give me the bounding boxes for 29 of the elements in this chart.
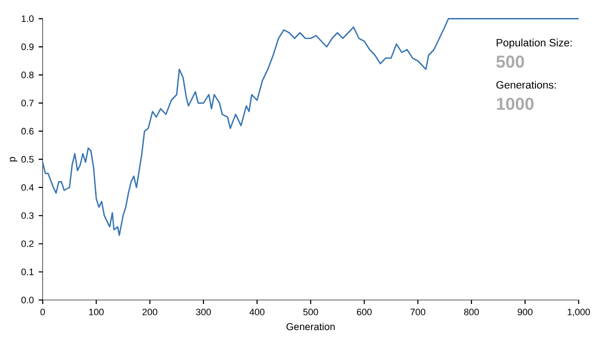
annotation: Generations: — [496, 80, 556, 89]
x-tick-label: 200 — [142, 308, 158, 316]
annotation: 1000 — [496, 98, 534, 110]
y-tick-label: 0.2 — [21, 240, 34, 248]
x-tick-label: 0 — [40, 308, 45, 316]
y-tick-label: 1.0 — [22, 15, 34, 22]
x-tick-label: 1,000 — [568, 308, 590, 316]
y-tick-label: 0.1 — [21, 268, 34, 276]
x-tick-label: 400 — [250, 308, 264, 316]
x-tick-label: 900 — [518, 308, 532, 316]
x-axis-title: Generation — [286, 322, 335, 330]
annotation: 500 — [496, 56, 524, 68]
x-tick-label: 600 — [356, 308, 372, 316]
y-tick-label: 0.9 — [21, 44, 34, 50]
x-tick-label: 500 — [303, 308, 318, 316]
y-tick-label: 0.3 — [21, 212, 34, 219]
annotation: Population Size: — [496, 38, 572, 49]
y-tick-label: 0.7 — [21, 100, 34, 106]
y-tick-label: 0.6 — [21, 128, 34, 134]
y-tick-label: 0.4 — [21, 184, 34, 191]
y-tick-label: 0.5 — [21, 156, 34, 163]
x-tick-label: 300 — [196, 308, 211, 316]
x-tick-label: 100 — [89, 308, 104, 316]
x-tick-label: 700 — [410, 308, 426, 316]
y-axis-title: p — [10, 156, 18, 162]
y-tick-label: 0.0 — [21, 296, 34, 304]
y-tick-label: 0.8 — [21, 72, 34, 78]
x-tick-label: 800 — [464, 308, 479, 316]
line-series — [42, 18, 580, 236]
